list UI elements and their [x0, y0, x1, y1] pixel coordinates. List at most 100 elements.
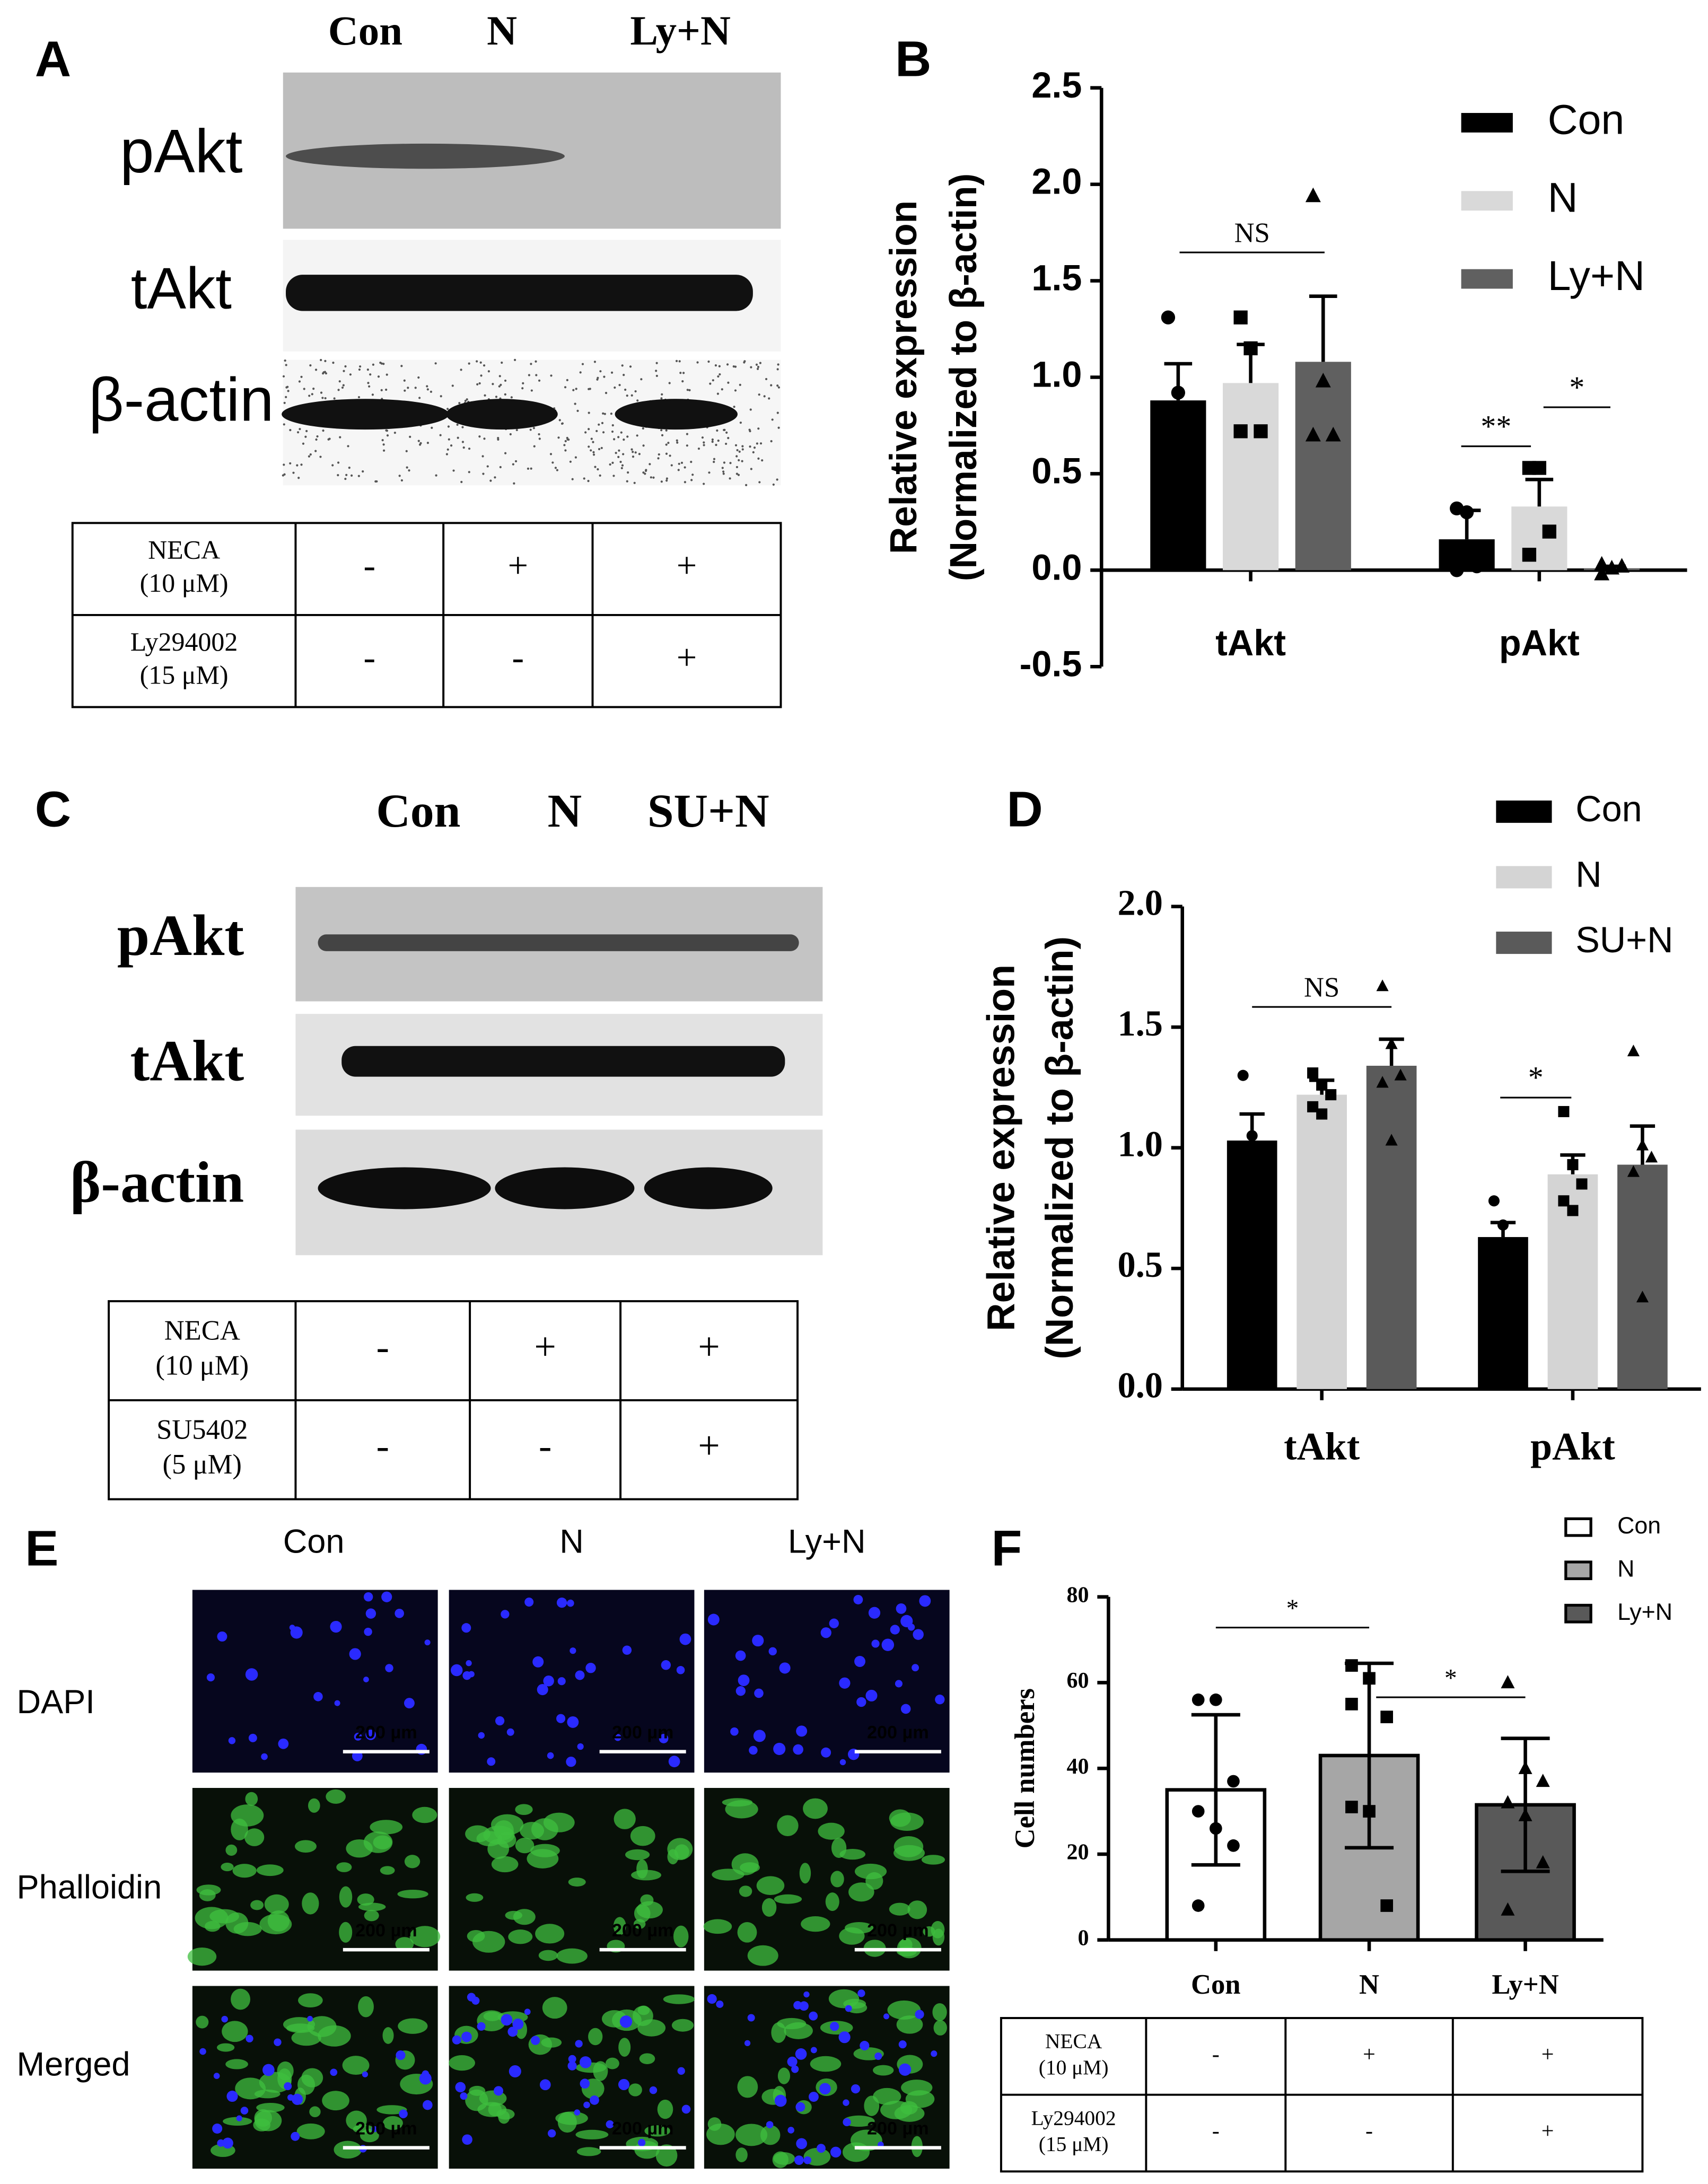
- y-axis-label: Cell numbers: [1010, 1688, 1040, 1848]
- blot-noise: [386, 373, 388, 376]
- legend-label: Con: [1548, 96, 1625, 143]
- blot-noise: [431, 426, 433, 429]
- blot-noise: [729, 477, 731, 480]
- cell-body: [370, 1820, 403, 1835]
- cell-body: [397, 1889, 428, 1899]
- blot-noise: [400, 365, 403, 367]
- cell-body: [364, 1910, 379, 1922]
- cell-body: [655, 2144, 678, 2167]
- blot-noise: [626, 480, 628, 483]
- nucleus: [681, 2104, 691, 2114]
- blot-noise: [409, 435, 411, 438]
- panel-label: F: [992, 1520, 1022, 1576]
- blot-noise: [299, 428, 301, 431]
- blot-noise: [324, 397, 327, 400]
- nucleus: [461, 2031, 472, 2042]
- cell-body: [336, 1862, 352, 1872]
- cell-body: [825, 1892, 839, 1911]
- blot-noise: [723, 428, 725, 432]
- cell-body: [630, 1826, 655, 1846]
- blot-noise: [566, 438, 569, 441]
- nucleus: [768, 1647, 777, 1656]
- blot-noise: [757, 365, 760, 369]
- blot-band: [286, 275, 753, 311]
- nucleus: [622, 1645, 632, 1655]
- blot-noise: [468, 471, 470, 473]
- nucleus: [354, 1733, 362, 1741]
- blot-noise: [344, 478, 347, 480]
- cell-body: [254, 2109, 273, 2127]
- data-point: [1161, 440, 1176, 454]
- data-point: [1636, 1138, 1649, 1151]
- y-tick-label: 0.5: [1117, 1244, 1162, 1285]
- blot-noise: [619, 460, 622, 463]
- blot-noise: [632, 451, 634, 453]
- nucleus: [843, 2118, 851, 2127]
- blot-noise: [535, 360, 537, 363]
- nucleus: [422, 2070, 429, 2077]
- cell-body: [722, 1798, 753, 1807]
- nucleus: [808, 2092, 819, 2102]
- blot-noise: [675, 359, 678, 362]
- bar: [1295, 362, 1351, 571]
- blot-noise: [596, 378, 599, 381]
- blot-noise: [426, 442, 430, 444]
- data-point: [1497, 1219, 1509, 1231]
- data-point: [1237, 1161, 1249, 1173]
- nucleus: [676, 1665, 685, 1674]
- data-point: [1567, 1159, 1579, 1171]
- cell-body: [576, 2147, 601, 2156]
- blot-noise: [732, 365, 735, 368]
- nucleus: [330, 2068, 338, 2076]
- row-label: β-actin: [89, 365, 274, 434]
- data-point: [1161, 310, 1176, 324]
- blot-noise: [337, 474, 339, 477]
- cell-body: [889, 1902, 910, 1916]
- nucleus: [240, 2107, 249, 2115]
- data-point: [1645, 1151, 1658, 1163]
- cell-body: [703, 1919, 732, 1934]
- blot-noise: [530, 389, 533, 392]
- cell-body: [232, 1864, 257, 1878]
- cell-body: [339, 1922, 353, 1943]
- blot-noise: [636, 399, 639, 402]
- cell-body: [777, 2018, 807, 2030]
- cell-body: [382, 2027, 394, 2044]
- cell-body: [360, 2129, 379, 2143]
- blot-noise: [598, 448, 601, 451]
- nucleus: [865, 1689, 878, 1701]
- table-cell: NECA: [1045, 2030, 1102, 2053]
- nucleus: [883, 2013, 890, 2020]
- blot-noise: [461, 426, 464, 428]
- y-tick-label: 0.5: [1031, 451, 1082, 491]
- blot-noise: [665, 452, 668, 455]
- blot-noise: [776, 411, 779, 414]
- nucleus: [793, 2001, 802, 2010]
- blot-noise: [681, 380, 684, 383]
- blot-noise: [494, 476, 496, 479]
- blot-noise: [735, 455, 738, 458]
- blot-noise: [530, 363, 532, 365]
- cell-body: [848, 1882, 874, 1902]
- cell-body: [896, 2015, 923, 2034]
- cell-body: [777, 1815, 799, 1836]
- cell-body: [380, 1866, 395, 1875]
- data-point: [1227, 1775, 1240, 1788]
- nucleus: [512, 2018, 524, 2030]
- panel-label: A: [35, 31, 71, 87]
- nucleus: [217, 2139, 225, 2147]
- blot-noise: [642, 471, 645, 474]
- data-point: [1254, 424, 1268, 438]
- blot-noise: [504, 452, 507, 454]
- blot-noise: [489, 479, 492, 482]
- y-tick-label: 2.0: [1031, 162, 1082, 202]
- nucleus: [363, 1677, 369, 1682]
- table-cell: +: [508, 545, 529, 585]
- blot-noise: [343, 370, 345, 372]
- blot-noise: [512, 463, 514, 466]
- blot-noise: [478, 382, 481, 385]
- blot-noise: [655, 374, 658, 378]
- blot-noise: [584, 431, 587, 434]
- nucleus: [787, 2127, 794, 2134]
- data-point: [1594, 556, 1610, 571]
